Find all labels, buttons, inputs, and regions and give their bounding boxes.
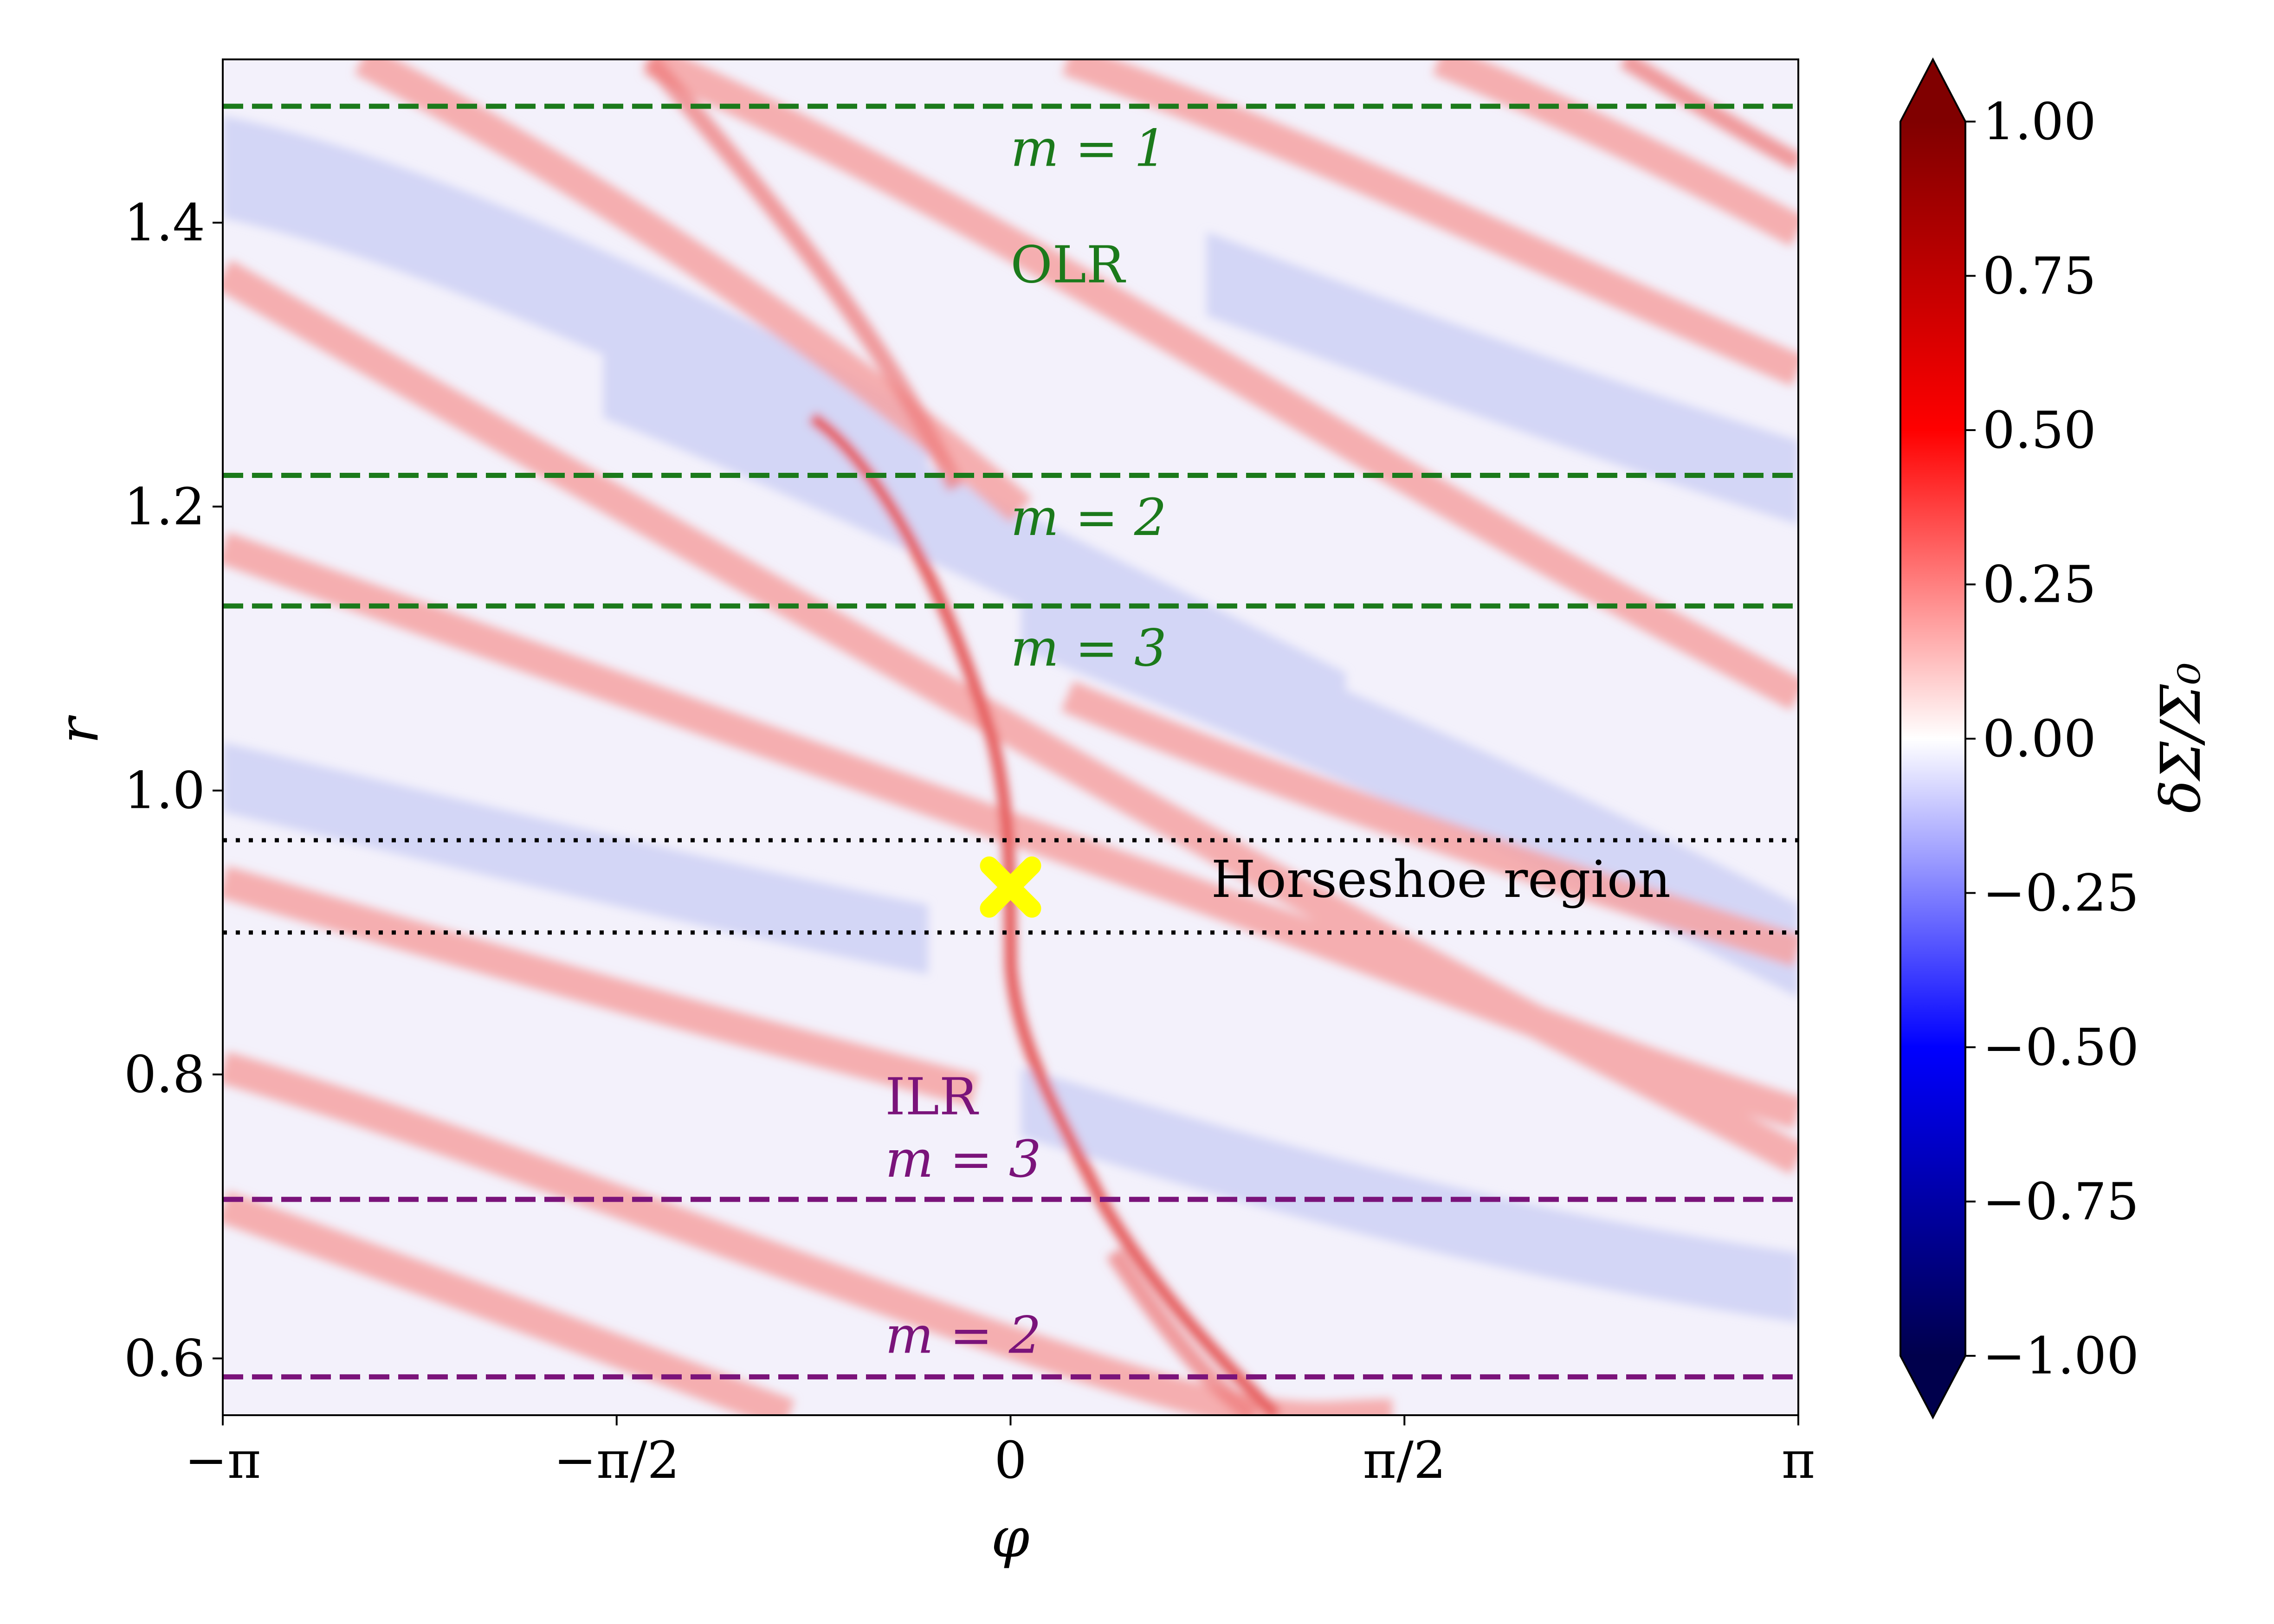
annotation-olr-title: OLR: [1011, 235, 1126, 294]
x-tick-label: π: [1782, 1431, 1815, 1490]
colorbar-tick-label: 0.75: [1983, 246, 2096, 306]
colorbar-ticks: 1.00 0.75 0.50 0.25 0.00 −0.25 −0.50 −0.75 −1.00: [1965, 92, 2139, 1386]
blue-patches: [223, 116, 1798, 1322]
x-tick-label: −π/2: [554, 1431, 680, 1490]
annotation-horseshoe: Horseshoe region: [1211, 850, 1671, 909]
colorbar-tick-label: −0.25: [1983, 864, 2139, 923]
annotation-olr-m3: m = 3: [1011, 618, 1167, 677]
colorbar-tick-label: 0.25: [1983, 555, 2096, 614]
red-wakes-strong: [643, 59, 1798, 1415]
colorbar-label: δΣ/Σ₀: [2149, 663, 2213, 813]
colorbar-tick-label: −1.00: [1983, 1326, 2139, 1386]
x-axis-ticks: −π −π/2 0 π/2 π: [185, 1415, 1815, 1490]
colorbar-tick-label: 0.00: [1983, 709, 2096, 768]
x-tick-label: 0: [995, 1431, 1027, 1490]
colorbar-tick-label: 1.00: [1983, 92, 2096, 151]
colorbar-tick-label: −0.75: [1983, 1172, 2139, 1231]
colorbar-extend-min: [1900, 1356, 1965, 1418]
colorbar-extend-max: [1900, 59, 1965, 122]
planet-wake: [808, 412, 1281, 1415]
annotation-olr-m2: m = 2: [1011, 488, 1167, 547]
x-axis-label: φ: [991, 1506, 1030, 1570]
planet-x-marker: [980, 856, 1041, 918]
y-tick-label: 0.6: [124, 1329, 205, 1388]
y-tick-label: 1.4: [124, 193, 205, 252]
planet-marker: [980, 856, 1041, 918]
colorbar: 1.00 0.75 0.50 0.25 0.00 −0.25 −0.50 −0.75 −1.00…: [1899, 57, 2213, 1420]
resonance-lines: [223, 103, 1798, 1379]
x-tick-label: −π: [185, 1431, 261, 1490]
y-axis-ticks: 0.6 0.8 1.0 1.2 1.4: [124, 193, 223, 1388]
annotation-ilr-m2: m = 2: [885, 1305, 1041, 1365]
annotation-olr-m1: m = 1: [1011, 118, 1167, 178]
y-axis-label: r: [46, 715, 110, 744]
colorbar-tick-label: 0.50: [1983, 400, 2096, 460]
colorbar-tick-label: −0.50: [1983, 1018, 2139, 1077]
x-tick-label: π/2: [1363, 1431, 1446, 1490]
density-field: [223, 59, 1798, 1415]
colorbar-gradient: [1900, 122, 1965, 1356]
y-tick-label: 1.0: [124, 761, 205, 820]
y-tick-label: 1.2: [124, 477, 205, 536]
y-tick-label: 0.8: [124, 1045, 205, 1104]
annotation-ilr-m3: m = 3: [885, 1129, 1041, 1189]
annotation-ilr-title: ILR: [885, 1067, 979, 1126]
